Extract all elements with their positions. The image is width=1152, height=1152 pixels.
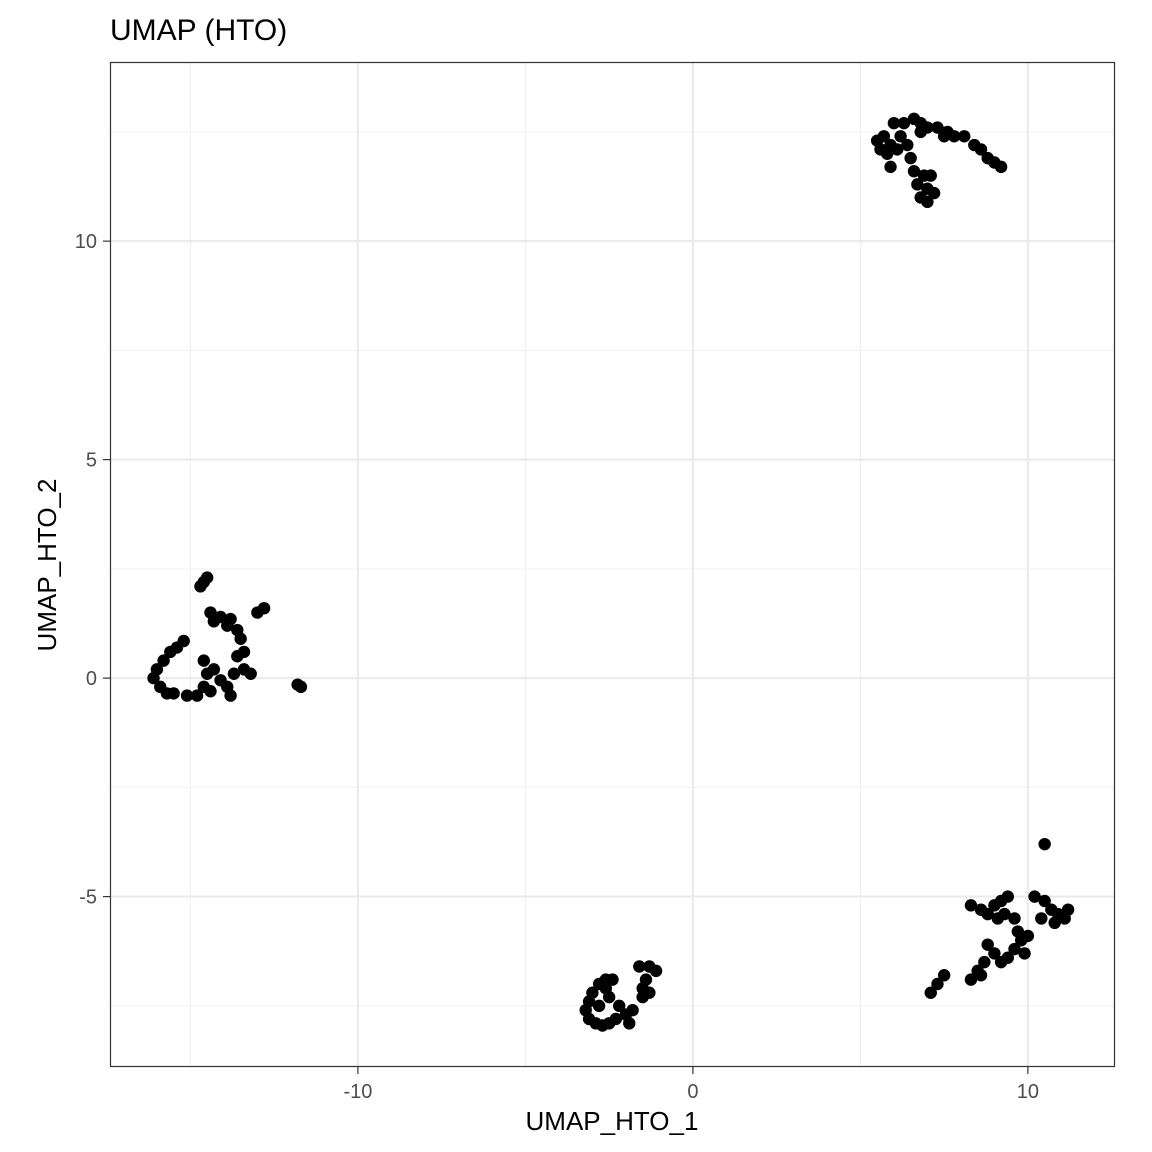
y-tick-label: 10 — [75, 231, 97, 253]
data-point — [190, 689, 204, 702]
data-point — [921, 195, 934, 209]
data-point — [164, 645, 177, 659]
x-tick-label: 0 — [687, 1081, 698, 1103]
data-point — [988, 947, 1001, 960]
data-point — [214, 610, 227, 624]
data-point — [978, 955, 991, 969]
data-point — [643, 986, 656, 999]
data-point — [911, 178, 924, 191]
data-point — [927, 186, 941, 200]
minor-gridlines — [110, 62, 1115, 1067]
data-point — [1038, 837, 1051, 851]
data-point — [619, 1008, 633, 1021]
chart-title: UMAP (HTO) — [110, 14, 287, 47]
data-point — [884, 160, 897, 174]
data-points — [147, 112, 1075, 1032]
data-point — [931, 121, 944, 134]
data-point — [257, 601, 271, 615]
data-point — [157, 654, 170, 667]
data-point — [901, 138, 914, 152]
data-point — [981, 938, 994, 951]
y-tick-label: 5 — [86, 450, 97, 472]
data-point — [1048, 916, 1061, 930]
data-point — [294, 680, 308, 694]
data-point — [924, 986, 937, 999]
data-point — [937, 969, 951, 982]
data-point — [1038, 894, 1051, 908]
plot-panel-background — [110, 62, 1115, 1067]
x-tick-label: 10 — [1017, 1081, 1039, 1103]
data-point — [877, 130, 891, 143]
data-point — [931, 977, 944, 991]
data-point — [897, 116, 911, 130]
data-point — [194, 580, 207, 593]
data-point — [147, 671, 160, 685]
data-point — [964, 899, 978, 912]
y-axis-title: UMAP_HTO_2 — [32, 479, 62, 652]
data-point — [167, 687, 180, 700]
y-axis-ticks: -5 0 5 10 — [75, 231, 110, 909]
data-point — [914, 125, 927, 139]
data-point — [1008, 942, 1021, 956]
y-tick-label: 0 — [86, 668, 97, 690]
data-point — [1061, 903, 1075, 916]
data-point — [613, 999, 626, 1013]
plot-panel-border — [109, 61, 1116, 1068]
data-point — [887, 116, 901, 130]
data-point — [891, 143, 904, 156]
data-point — [244, 667, 257, 680]
data-point — [904, 151, 917, 165]
data-point — [1018, 947, 1031, 960]
data-point — [994, 160, 1008, 174]
data-point — [1035, 912, 1048, 925]
data-point — [974, 969, 988, 982]
data-point — [958, 130, 971, 143]
data-point — [592, 999, 606, 1013]
data-point — [224, 612, 237, 626]
data-point — [948, 130, 961, 143]
data-point — [1021, 929, 1035, 943]
data-point — [1008, 912, 1021, 925]
data-point — [964, 973, 978, 986]
data-point — [991, 912, 1004, 925]
x-tick-label: -10 — [343, 1081, 372, 1103]
data-point — [633, 960, 646, 973]
major-gridlines — [110, 62, 1115, 1067]
data-point — [204, 685, 217, 698]
x-axis-title: UMAP_HTO_1 — [526, 1106, 699, 1136]
data-point — [197, 654, 210, 667]
data-point — [234, 632, 247, 645]
data-point — [1001, 890, 1014, 903]
data-point — [937, 130, 951, 143]
data-point — [224, 689, 237, 702]
data-point — [994, 955, 1008, 969]
data-point — [609, 1012, 623, 1026]
data-point — [237, 645, 251, 659]
y-tick-label: -5 — [79, 887, 97, 909]
data-point — [907, 165, 921, 178]
data-point — [924, 169, 937, 182]
data-point — [180, 689, 194, 702]
data-point — [974, 143, 988, 156]
x-axis-ticks: -10 0 10 — [343, 1067, 1039, 1103]
data-point — [649, 964, 663, 978]
data-point — [227, 667, 241, 680]
data-point — [981, 907, 994, 921]
data-point — [894, 130, 907, 143]
data-point — [599, 973, 612, 986]
data-point — [207, 663, 221, 676]
data-point — [1028, 890, 1041, 903]
